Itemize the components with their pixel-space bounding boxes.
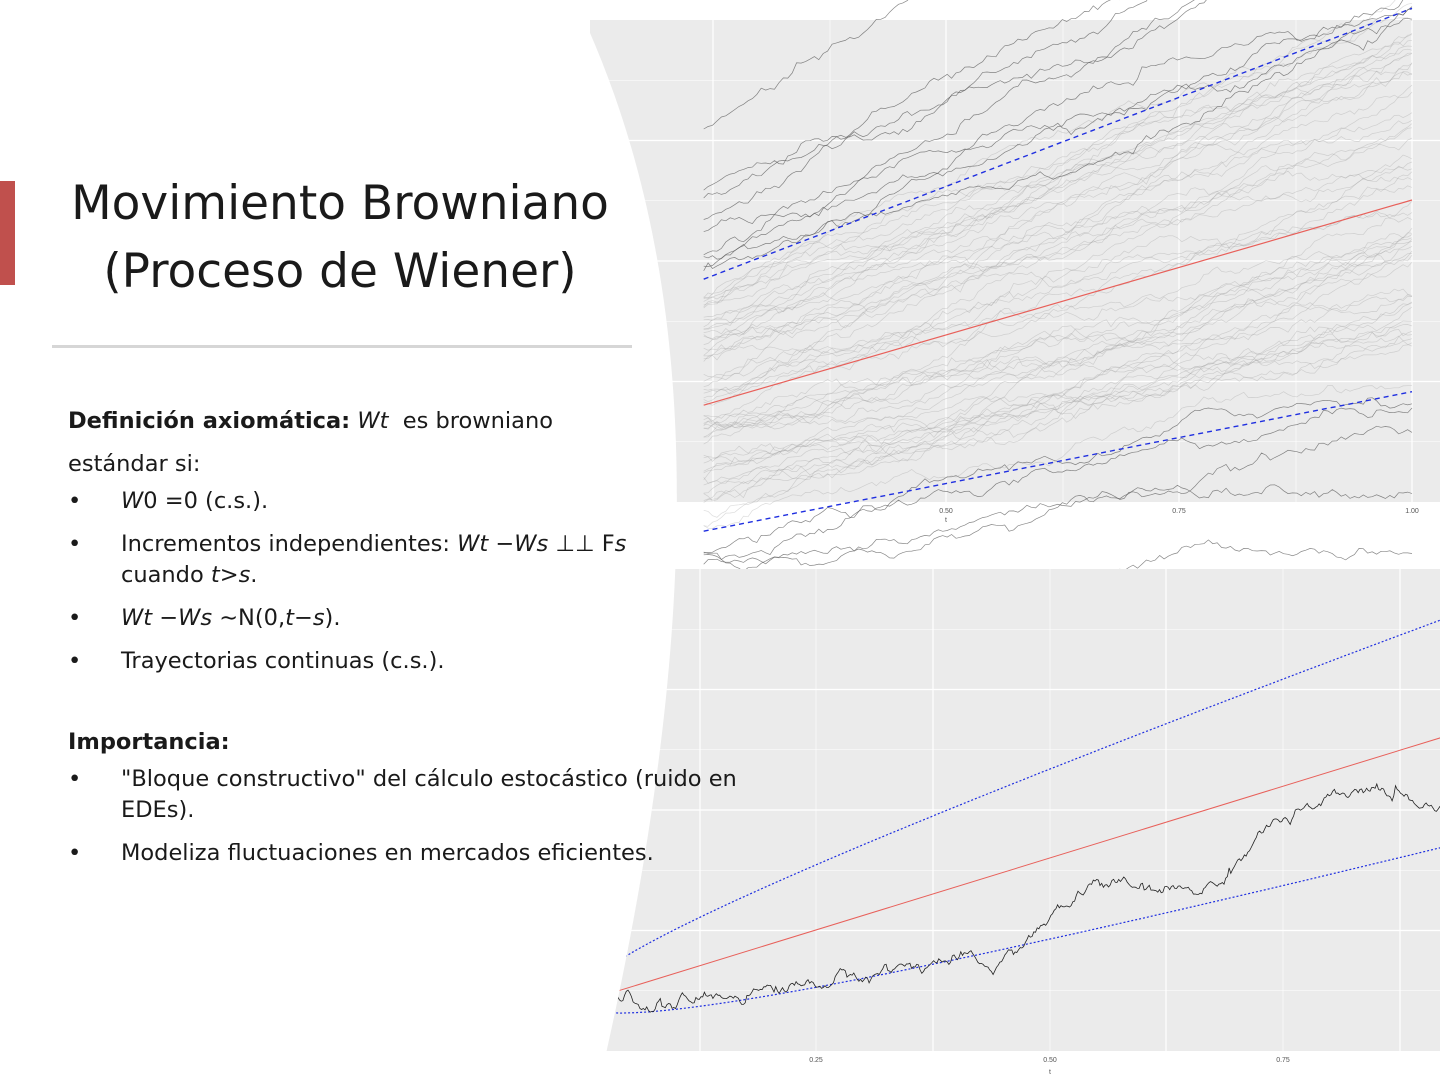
simulated-path [703,288,1413,445]
simulated-path [703,237,1413,429]
bottom-chart: 0.25 0.50 0.75 t [590,569,1440,1076]
simulated-path [703,2,1413,302]
top-tick-050: 0.50 [939,508,953,515]
simulated-path [703,185,1413,406]
simulated-path [703,17,1413,309]
simulated-path [703,176,1413,356]
simulated-path [703,52,1413,340]
simulated-path [703,227,1413,430]
simulated-path [703,329,1413,503]
bottom-lower-band [592,847,1440,1014]
simulated-path [703,161,1413,362]
simulated-path [703,0,909,130]
simulated-path [703,241,1413,438]
simulated-path [703,71,1413,318]
bottom-xlabel: t [1049,1069,1051,1076]
simulated-path [703,63,1413,335]
top-upper-band [703,7,1413,280]
bottom-mean-line [592,737,1440,1000]
simulated-path [703,33,1413,306]
bottom-single-path [591,782,1440,1013]
top-chart-paths [703,0,1413,652]
simulated-path [703,123,1413,381]
simulated-path [703,53,1413,330]
simulated-path [703,17,1413,267]
simulated-path [703,91,1413,300]
simulated-path [703,154,1413,394]
simulated-path [703,127,1413,360]
simulated-path [703,262,1413,464]
simulated-path [703,45,1413,308]
simulated-path [703,0,1195,220]
simulated-path [703,119,1413,351]
simulated-path [703,239,1413,424]
simulated-path [703,335,1413,518]
simulated-path [703,385,1412,529]
simulated-path [703,112,1413,345]
simulated-path [703,200,1413,403]
simulated-path [703,137,1413,339]
simulated-path [703,0,1396,299]
simulated-path [703,6,1413,260]
simulated-path [703,212,1413,382]
simulated-path [703,39,1413,330]
simulated-path [703,253,1413,424]
simulated-path [703,34,1413,328]
simulated-path [703,302,1413,501]
simulated-path [703,296,1412,429]
top-mean-line [703,199,1413,406]
bottom-tick-050: 0.50 [1043,1057,1057,1064]
top-xlabel: t [945,517,947,524]
simulated-path [703,294,1413,527]
top-tick-075: 0.75 [1172,508,1186,515]
simulated-path [703,254,1413,462]
simulated-path [703,0,1148,199]
top-lower-band [703,391,1413,532]
simulated-path [703,165,1413,399]
bottom-upper-band [591,619,1440,980]
simulated-path [703,324,1413,481]
simulated-path [703,332,1413,472]
simulated-path [703,340,1413,502]
simulated-path [703,171,1413,395]
bottom-tick-025: 0.25 [809,1057,823,1064]
simulated-path [703,407,1413,560]
simulated-path [703,0,1207,232]
white-arc-overlay [0,0,677,1080]
simulated-path [703,48,1413,321]
simulated-path [703,301,1413,474]
simulated-path [703,246,1413,438]
simulated-path [703,0,1120,191]
simulated-path [703,425,1413,572]
simulated-path [703,234,1413,486]
simulated-path [703,306,1413,484]
simulated-path [703,0,1404,271]
simulated-path [703,84,1413,388]
bottom-chart-grid [590,569,1440,1051]
simulated-path [703,320,1413,465]
simulated-path [703,342,1413,494]
bottom-tick-075: 0.75 [1276,1057,1290,1064]
simulated-path [703,250,1413,428]
simulated-path [703,62,1413,300]
simulated-path [703,232,1413,431]
top-chart: 0.50 0.75 1.00 t [590,0,1440,652]
simulated-path [703,71,1413,357]
simulated-path [703,210,1413,419]
simulated-path [703,484,1413,566]
simulated-path [703,8,1413,256]
top-tick-100: 1.00 [1405,508,1419,515]
